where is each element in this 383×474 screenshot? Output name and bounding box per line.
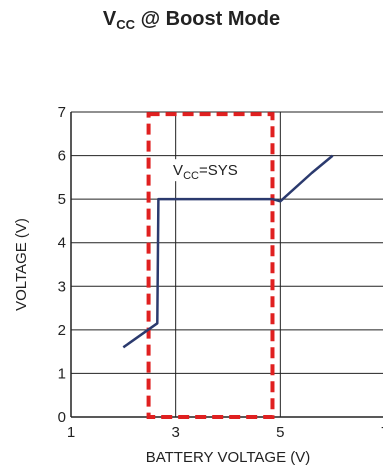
- y-tick-label-1: 1: [58, 365, 66, 382]
- chart-title: VCC @ Boost Mode: [0, 8, 383, 32]
- y-axis-label: VOLTAGE (V): [13, 218, 30, 311]
- y-tick-label-7: 7: [58, 104, 66, 121]
- annotation-rest: =SYS: [199, 162, 238, 179]
- highlight-box: [146, 112, 275, 420]
- annotation-background: [169, 159, 258, 182]
- y-tick-label-6: 6: [58, 148, 66, 165]
- y-tick-label-2: 2: [58, 322, 66, 339]
- series-layer: [122, 154, 334, 349]
- x-tick-label-2: 5: [276, 424, 284, 441]
- highlight-box-layer: [146, 112, 275, 420]
- tick-labels: 012345671357: [58, 104, 383, 441]
- grid: [70, 111, 383, 418]
- chart-title-subscript: CC: [116, 17, 136, 32]
- x-axis-label: BATTERY VOLTAGE (V): [146, 449, 310, 466]
- y-tick-label-3: 3: [58, 278, 66, 295]
- annotation-layer: VCC=SYS: [169, 159, 258, 182]
- y-tick-label-0: 0: [58, 409, 66, 426]
- annotation-v: V: [173, 162, 183, 179]
- y-tick-label-5: 5: [58, 191, 66, 208]
- chart-title-v: V: [102, 8, 117, 30]
- series-line-0: [122, 154, 334, 349]
- annotation-vcc-sys: VCC=SYS: [173, 162, 238, 182]
- y-tick-label-4: 4: [58, 235, 66, 252]
- annotation-subscript: CC: [183, 170, 199, 182]
- x-tick-label-0: 1: [67, 424, 75, 441]
- x-tick-label-3: 7: [381, 424, 383, 441]
- x-tick-label-1: 3: [171, 424, 179, 441]
- chart-title-rest: @ Boost Mode: [135, 8, 281, 30]
